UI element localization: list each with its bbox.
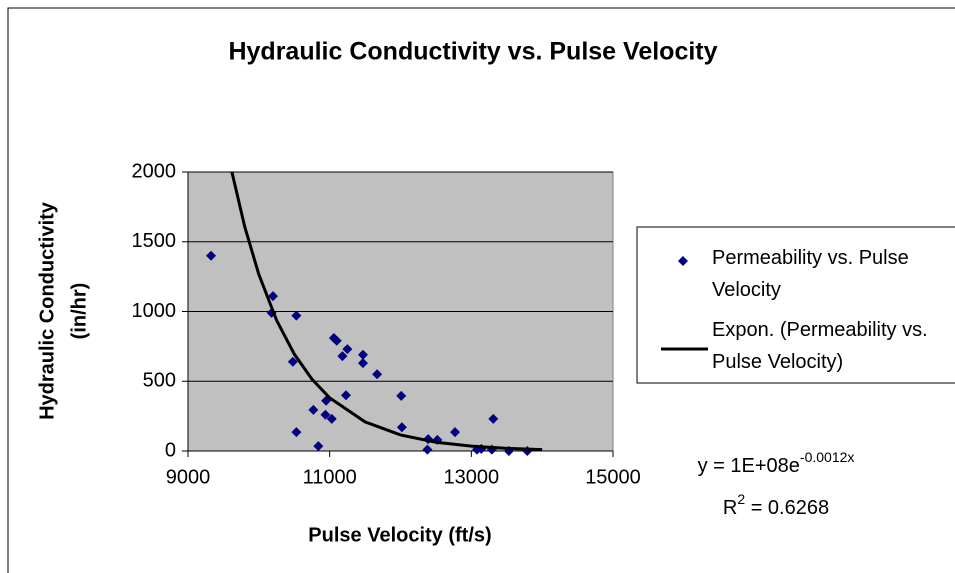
point	[308, 404, 319, 415]
legend-entry: Permeability vs. Pulse Velocity	[712, 247, 909, 301]
point	[291, 310, 302, 321]
x-tick-label: 11000	[303, 466, 357, 488]
y-tick-label: 500	[143, 370, 176, 392]
y-tick-label: 2000	[132, 160, 177, 182]
point	[422, 444, 433, 455]
equation-exponent: -0.0012x	[800, 449, 854, 465]
point	[450, 427, 461, 438]
point	[287, 356, 298, 367]
y-tick-label: 0	[165, 439, 176, 461]
point	[337, 351, 348, 362]
legend-entry: Expon. (Permeability vs. Pulse Velocity)	[712, 319, 928, 373]
point	[291, 427, 302, 438]
point	[331, 335, 342, 346]
r-squared: R2 = 0.6268	[723, 491, 829, 520]
y-tick-label: 1000	[132, 300, 177, 322]
legend-label: Expon. (Permeability vs. Pulse Velocity)	[712, 319, 928, 373]
point	[313, 441, 324, 452]
y-axis-label-line: (in/hr)	[68, 283, 90, 340]
trend-equation: y = 1E+08e-0.0012x	[698, 449, 855, 478]
point	[396, 390, 407, 401]
x-tick-label: 13000	[444, 466, 500, 488]
y-tick-label: 1500	[132, 230, 177, 252]
point	[396, 422, 407, 433]
r-squared-value: = 0.6268	[745, 497, 829, 519]
point	[372, 369, 383, 380]
point	[340, 390, 351, 401]
y-axis-label: Hydraulic Conductivity (in/hr)	[36, 201, 90, 420]
point	[268, 291, 278, 302]
point	[320, 409, 331, 420]
x-tick-label: 15000	[585, 466, 641, 488]
r-squared-exponent: 2	[737, 491, 745, 507]
r-squared-base: R	[723, 497, 737, 519]
point	[342, 344, 353, 355]
point	[326, 413, 337, 424]
chart-title: Hydraulic Conductivity vs. Pulse Velocit…	[228, 38, 717, 66]
trendline	[230, 171, 543, 452]
legend-marker	[678, 256, 688, 266]
point	[488, 413, 499, 424]
x-tick-label: 9000	[166, 466, 211, 488]
y-axis-label-line: Hydraulic Conductivity	[36, 201, 58, 420]
equation-base: y = 1E+08e	[698, 455, 800, 477]
point	[357, 358, 368, 369]
x-axis-label: Pulse Velocity (ft/s)	[308, 524, 491, 546]
point	[206, 250, 217, 261]
point	[357, 349, 368, 360]
legend-box	[636, 226, 955, 384]
legend-label: Permeability vs. Pulse Velocity	[712, 247, 909, 301]
